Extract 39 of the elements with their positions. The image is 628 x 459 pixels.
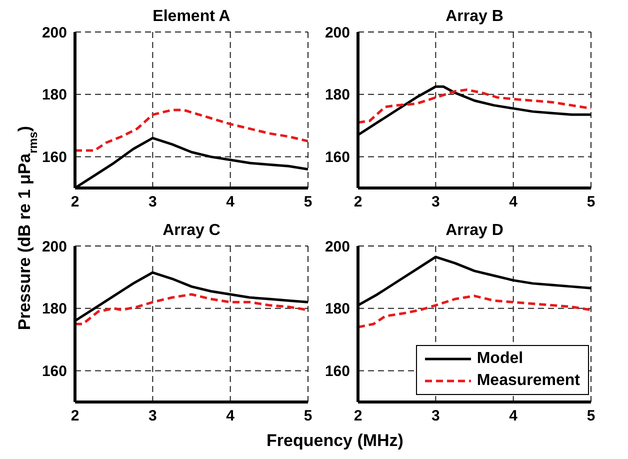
- x-tick-label: 2: [354, 194, 362, 211]
- y-tick-label: 180: [324, 300, 350, 318]
- x-tick-label: 5: [304, 194, 312, 211]
- y-tick-label: 200: [42, 24, 67, 42]
- x-tick-label: 4: [226, 408, 236, 425]
- line-series: [75, 108, 308, 152]
- y-tick-label: 160: [324, 149, 350, 166]
- y-tick-label: 200: [324, 238, 350, 256]
- legend-label: Model: [476, 349, 524, 369]
- chart-title: Element A: [152, 8, 232, 26]
- y-tick-label: 200: [324, 24, 350, 42]
- y-tick-label: 200: [42, 238, 67, 256]
- line-series: [358, 88, 591, 124]
- y-tick-label: 180: [42, 86, 67, 104]
- x-tick-label: 2: [354, 408, 362, 425]
- chart-title: Array C: [162, 222, 222, 240]
- y-tick-label: 160: [42, 363, 67, 380]
- legend-label: Measurement: [476, 371, 580, 391]
- x-tick-label: 5: [586, 408, 596, 425]
- y-tick-label: 180: [324, 86, 350, 104]
- x-tick-label: 3: [431, 194, 440, 211]
- chart-title: Array D: [444, 222, 504, 240]
- x-tick-label: 2: [70, 408, 80, 425]
- line-series: [75, 293, 308, 326]
- x-tick-label: 4: [509, 408, 518, 425]
- y-tick-label: 180: [42, 300, 67, 318]
- x-tick-label: 3: [148, 194, 157, 211]
- x-tick-label: 3: [431, 408, 440, 425]
- x-tick-label: 3: [148, 408, 157, 425]
- line-series: [358, 294, 591, 328]
- x-tick-label: 4: [226, 194, 236, 211]
- y-tick-label: 160: [42, 149, 67, 166]
- chart-title: Array B: [444, 8, 504, 26]
- x-axis-title: Frequency (MHz): [266, 431, 404, 450]
- x-tick-label: 5: [586, 194, 596, 211]
- x-tick-label: 5: [304, 408, 312, 425]
- y-tick-label: 160: [324, 363, 350, 380]
- x-tick-label: 2: [70, 194, 80, 211]
- x-tick-label: 4: [509, 194, 518, 211]
